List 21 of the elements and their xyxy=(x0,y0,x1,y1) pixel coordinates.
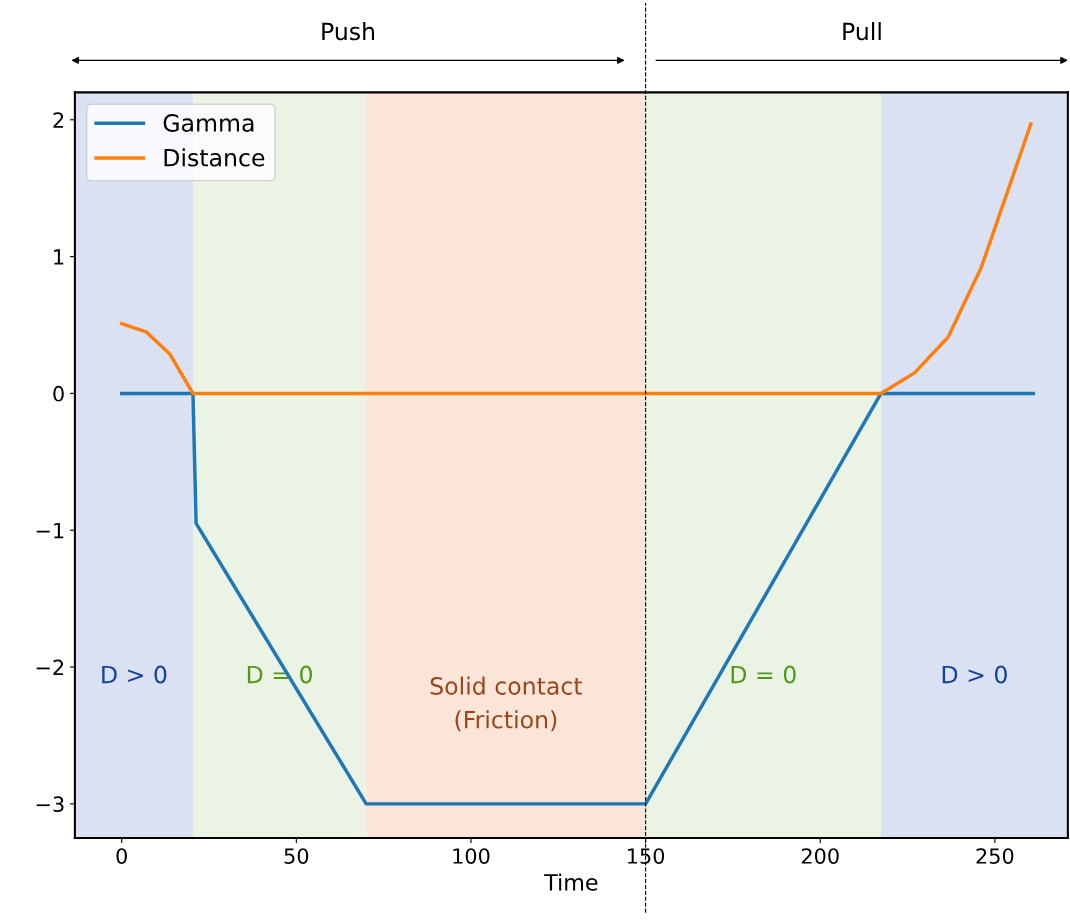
legend-label: Gamma xyxy=(163,114,254,132)
x-tick-label: 200 xyxy=(801,848,839,864)
band-label: Solid contact (Friction) xyxy=(430,676,583,732)
x-axis-title: Time xyxy=(544,873,598,891)
band-label: D > 0 xyxy=(942,665,1007,684)
y-tick-label: −1 xyxy=(36,522,64,539)
text: Push xyxy=(322,22,375,41)
x-tick-label: 0 xyxy=(116,848,127,864)
x-tick-label: 250 xyxy=(976,848,1014,864)
x-tick-label: 150 xyxy=(628,848,665,864)
x-tick-label: 50 xyxy=(284,848,309,864)
text: Pull xyxy=(843,22,881,41)
y-tick-label: 0 xyxy=(53,385,64,402)
y-tick-label: 2 xyxy=(53,112,64,128)
y-tick-label: −3 xyxy=(36,796,64,813)
band-label: D = 0 xyxy=(731,665,796,684)
band-label: D > 0 xyxy=(102,665,167,684)
y-tick-label: 1 xyxy=(54,249,64,265)
x-tick-label: 100 xyxy=(453,848,490,864)
y-tick-label: −2 xyxy=(36,659,64,675)
legend-label: Distance xyxy=(164,148,265,167)
